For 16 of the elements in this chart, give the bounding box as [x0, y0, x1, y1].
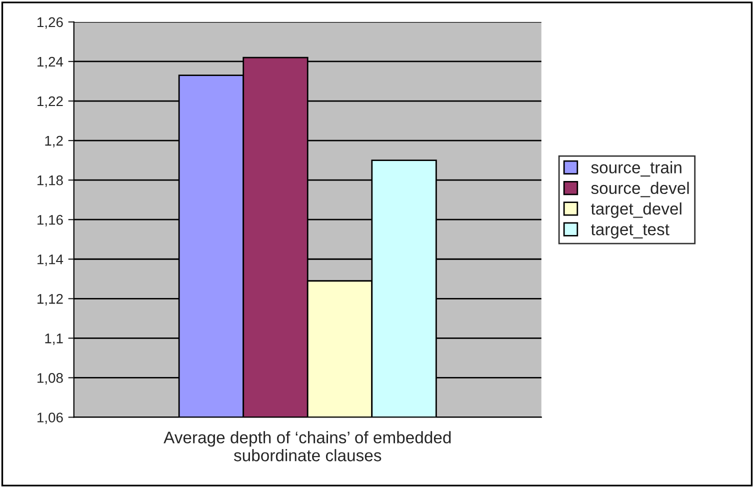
y-tick-label: 1,1 — [45, 334, 63, 345]
x-tick-label: Average depth of ‘chains’ of embedded subordinate clauses — [164, 431, 451, 462]
legend-label: source_train — [591, 161, 682, 177]
y-tick-label: 1,22 — [38, 96, 63, 108]
y-tick-label: 1,24 — [38, 56, 64, 68]
y-tick-label: 1,12 — [38, 294, 63, 306]
y-tick-label: 1,16 — [38, 214, 63, 226]
legend-label: target_test — [590, 224, 670, 239]
y-tick-label: 1,26 — [38, 17, 63, 29]
legend-label: source_devel — [591, 182, 689, 198]
y-tick-label: 1,18 — [38, 175, 63, 187]
y-tick-label: 1,08 — [38, 373, 63, 385]
legend-label: target_devel — [590, 202, 682, 218]
y-tick-label: 1,2 — [45, 136, 63, 148]
y-tick-label: 1,06 — [38, 412, 63, 424]
y-tick-label: 1,14 — [38, 254, 64, 266]
